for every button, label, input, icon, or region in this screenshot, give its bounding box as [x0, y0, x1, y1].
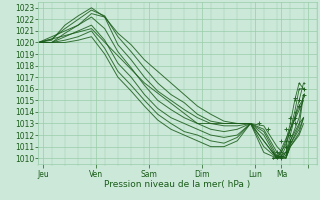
X-axis label: Pression niveau de la mer( hPa ): Pression niveau de la mer( hPa ): [104, 180, 251, 189]
